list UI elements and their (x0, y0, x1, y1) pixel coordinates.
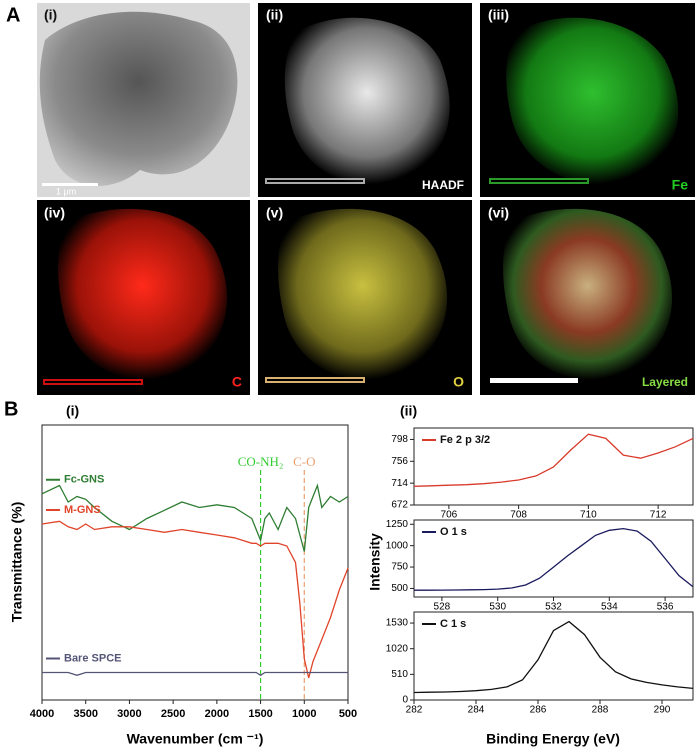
flake (506, 17, 679, 185)
image-label: (vi) (488, 205, 509, 221)
x-tick-label: 3500 (73, 708, 97, 720)
x-tick-label: 282 (406, 705, 423, 716)
chart-panel-label: (ii) (400, 403, 417, 419)
y-tick-label: 756 (391, 456, 408, 467)
y-tick-label: 1000 (386, 540, 409, 551)
scale-bar (42, 183, 98, 186)
tem-flake (39, 11, 238, 187)
panel-label: A (6, 4, 20, 26)
x-tick-label: 3000 (117, 708, 141, 720)
flake (284, 17, 450, 185)
legend-label: Bare SPCE (64, 652, 121, 664)
y-tick-label: 672 (391, 500, 408, 511)
flake (503, 208, 673, 380)
x-tick-label: 4000 (30, 708, 54, 720)
element-caption: O (453, 374, 464, 390)
y-tick-label: 1530 (386, 618, 409, 629)
x-tick-label: 2500 (161, 708, 185, 720)
legend-label: M-GNS (64, 504, 101, 516)
y-tick-label: 1250 (386, 519, 409, 530)
x-tick-label: 532 (545, 602, 562, 613)
series-line (42, 671, 348, 677)
image-label: (iii) (488, 7, 509, 23)
image-label: (i) (44, 7, 57, 23)
scale-bar (490, 378, 578, 383)
scale-bar (265, 377, 365, 383)
image-label: (ii) (266, 7, 283, 23)
y-tick-label: 798 (391, 434, 408, 445)
y-tick-label: 500 (391, 583, 408, 594)
legend-label: Fe 2 p 3/2 (440, 434, 490, 446)
x-tick-label: 2000 (205, 708, 229, 720)
plot-frame (413, 427, 694, 506)
y-tick-label: 750 (391, 562, 408, 573)
flake (58, 208, 228, 380)
series-line (41, 483, 349, 552)
plot-frame (41, 424, 349, 701)
y-tick-label: 510 (391, 669, 408, 680)
scale-bar (489, 178, 589, 184)
y-tick-label: 1020 (386, 643, 409, 654)
x-axis-label: Binding Energy (eV) (486, 731, 620, 747)
y-axis-label: Intensity (367, 533, 383, 591)
legend-label: Fc-GNS (64, 474, 104, 486)
x-tick-label: 1500 (248, 708, 272, 720)
x-tick-label: 290 (654, 705, 671, 716)
x-tick-label: 534 (601, 602, 618, 613)
element-caption: C (232, 374, 242, 390)
x-tick-label: 712 (650, 510, 667, 521)
annotation: CO-NH₂ (238, 454, 284, 469)
x-tick-label: 284 (468, 705, 485, 716)
scale-caption: 1 μm (56, 186, 76, 196)
x-tick-label: 706 (441, 510, 458, 521)
x-axis-label: Wavenumber (cm ⁻¹) (127, 731, 264, 747)
element-caption: Layered (642, 375, 688, 389)
x-tick-label: 530 (489, 602, 506, 613)
chart-panel-label: (i) (66, 403, 79, 419)
scale-bar (265, 178, 365, 184)
x-tick-label: 286 (530, 705, 547, 716)
x-tick-label: 288 (592, 705, 609, 716)
y-tick-label: 0 (402, 695, 408, 706)
series-line (414, 527, 694, 591)
y-axis-label: Transmittance (%) (9, 502, 25, 623)
element-caption: Fe (672, 177, 689, 193)
x-tick-label: 536 (657, 602, 674, 613)
flake (278, 208, 448, 380)
x-tick-label: 500 (339, 708, 357, 720)
panel-label: B (4, 398, 18, 420)
image-label: (v) (266, 205, 283, 221)
element-caption: HAADF (422, 178, 464, 192)
x-tick-label: 528 (434, 602, 451, 613)
x-tick-label: 708 (510, 510, 527, 521)
annotation: C-O (293, 454, 315, 469)
series-line (413, 620, 694, 694)
x-tick-label: 1000 (292, 708, 316, 720)
legend-label: O 1 s (440, 526, 467, 538)
series-line (413, 433, 694, 487)
x-tick-label: 710 (580, 510, 597, 521)
y-tick-label: 714 (391, 478, 408, 489)
legend-label: C 1 s (440, 618, 466, 630)
plot-frame (413, 611, 694, 701)
image-label: (iv) (44, 205, 65, 221)
scale-bar (43, 379, 143, 385)
image-labels: (i) (ii) (iii) (iv) (v) (vi) (44, 7, 509, 221)
series-line (41, 520, 349, 679)
